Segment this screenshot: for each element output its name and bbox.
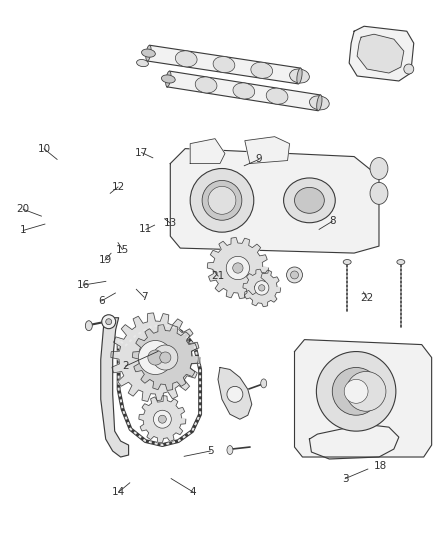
Polygon shape bbox=[294, 340, 431, 457]
Circle shape bbox=[344, 379, 368, 403]
Polygon shape bbox=[349, 26, 414, 81]
Text: 18: 18 bbox=[374, 461, 387, 471]
Circle shape bbox=[160, 352, 171, 363]
Polygon shape bbox=[243, 269, 280, 306]
Ellipse shape bbox=[290, 69, 309, 83]
Circle shape bbox=[153, 410, 171, 428]
Ellipse shape bbox=[317, 95, 322, 111]
Circle shape bbox=[290, 271, 298, 279]
Ellipse shape bbox=[297, 68, 302, 84]
Text: 5: 5 bbox=[207, 446, 214, 456]
Text: 16: 16 bbox=[77, 280, 90, 290]
Text: 19: 19 bbox=[99, 255, 112, 265]
Circle shape bbox=[138, 341, 173, 375]
Polygon shape bbox=[167, 71, 321, 111]
Circle shape bbox=[148, 350, 163, 365]
Text: 11: 11 bbox=[139, 224, 152, 235]
Circle shape bbox=[404, 64, 414, 74]
Ellipse shape bbox=[137, 60, 148, 67]
Polygon shape bbox=[170, 149, 379, 253]
Circle shape bbox=[233, 263, 243, 273]
Ellipse shape bbox=[397, 260, 405, 264]
Ellipse shape bbox=[195, 77, 217, 93]
Circle shape bbox=[102, 315, 116, 329]
Polygon shape bbox=[147, 45, 300, 84]
Circle shape bbox=[346, 372, 386, 411]
Text: 2: 2 bbox=[122, 361, 129, 371]
Polygon shape bbox=[208, 238, 268, 298]
Text: 14: 14 bbox=[112, 487, 126, 497]
Ellipse shape bbox=[166, 71, 171, 87]
Text: 4: 4 bbox=[190, 487, 196, 497]
Text: 22: 22 bbox=[360, 293, 374, 303]
Ellipse shape bbox=[233, 83, 255, 99]
Polygon shape bbox=[101, 318, 129, 457]
Text: 9: 9 bbox=[256, 155, 262, 164]
Text: 13: 13 bbox=[164, 218, 177, 228]
Circle shape bbox=[153, 345, 178, 370]
Ellipse shape bbox=[310, 96, 329, 110]
Text: 12: 12 bbox=[111, 182, 125, 192]
Ellipse shape bbox=[370, 182, 388, 204]
Text: 6: 6 bbox=[98, 296, 105, 306]
Circle shape bbox=[227, 386, 243, 402]
Ellipse shape bbox=[162, 75, 175, 83]
Text: 15: 15 bbox=[116, 245, 129, 255]
Polygon shape bbox=[245, 136, 290, 164]
Polygon shape bbox=[309, 424, 399, 459]
Ellipse shape bbox=[261, 379, 267, 388]
Ellipse shape bbox=[370, 158, 388, 180]
Ellipse shape bbox=[146, 45, 151, 61]
Circle shape bbox=[208, 187, 236, 214]
Text: 1: 1 bbox=[20, 225, 26, 236]
Polygon shape bbox=[357, 34, 404, 73]
Circle shape bbox=[254, 281, 269, 295]
Ellipse shape bbox=[141, 49, 155, 57]
Circle shape bbox=[258, 285, 265, 291]
Polygon shape bbox=[218, 367, 252, 419]
Circle shape bbox=[202, 181, 242, 220]
Text: 3: 3 bbox=[342, 474, 349, 483]
Text: 21: 21 bbox=[212, 271, 225, 281]
Circle shape bbox=[286, 267, 303, 283]
Polygon shape bbox=[190, 139, 225, 164]
Ellipse shape bbox=[294, 188, 324, 213]
Ellipse shape bbox=[251, 62, 272, 78]
Circle shape bbox=[226, 256, 250, 280]
Ellipse shape bbox=[85, 321, 92, 330]
Text: 8: 8 bbox=[329, 216, 336, 227]
Polygon shape bbox=[139, 395, 186, 443]
Ellipse shape bbox=[213, 56, 235, 72]
Ellipse shape bbox=[175, 51, 197, 67]
Text: 20: 20 bbox=[17, 204, 30, 214]
Circle shape bbox=[159, 415, 166, 423]
Ellipse shape bbox=[343, 260, 351, 264]
Circle shape bbox=[332, 367, 380, 415]
Text: 17: 17 bbox=[135, 148, 148, 158]
Circle shape bbox=[190, 168, 254, 232]
Ellipse shape bbox=[283, 178, 335, 223]
Text: 10: 10 bbox=[38, 144, 51, 154]
Circle shape bbox=[106, 319, 112, 325]
Text: 7: 7 bbox=[141, 292, 148, 302]
Polygon shape bbox=[133, 325, 198, 390]
Ellipse shape bbox=[227, 446, 233, 455]
Circle shape bbox=[316, 352, 396, 431]
Polygon shape bbox=[111, 313, 200, 402]
Ellipse shape bbox=[266, 88, 288, 104]
